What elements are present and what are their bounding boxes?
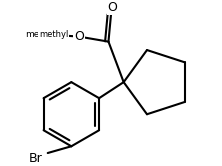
Text: O: O bbox=[108, 0, 118, 14]
Text: methyl: methyl bbox=[39, 30, 68, 39]
Text: methyl: methyl bbox=[25, 30, 57, 39]
Text: methyl: methyl bbox=[27, 30, 59, 39]
Text: O: O bbox=[74, 30, 84, 43]
Text: Br: Br bbox=[29, 152, 43, 165]
